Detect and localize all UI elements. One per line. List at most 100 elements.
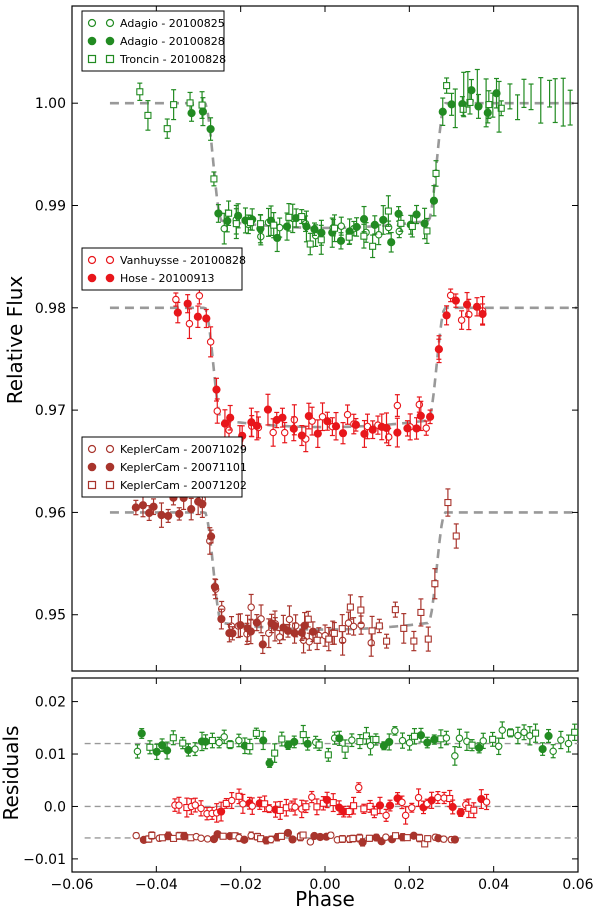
bottom-ytick-label: 0.01 xyxy=(35,747,66,763)
residual-point-1-59-marker xyxy=(482,798,491,806)
point-5-31-marker xyxy=(442,311,451,320)
residual-point-1-50-marker xyxy=(434,793,442,802)
point-5-6-marker xyxy=(226,413,235,422)
residual-point-1-34-marker xyxy=(350,802,358,810)
residual-point-0-25-marker xyxy=(290,737,299,747)
series-8 xyxy=(304,488,460,652)
point-5-25-marker xyxy=(393,428,402,437)
point-1-21-marker xyxy=(370,220,379,229)
point-5-34-marker xyxy=(472,302,482,311)
point-1-2-marker xyxy=(206,124,215,134)
legend-marker xyxy=(87,480,97,490)
point-7-14-marker xyxy=(217,614,226,624)
residual-point-0-52-marker xyxy=(463,737,471,746)
residual-point-1-38-marker xyxy=(370,808,378,816)
top-ytick-label: 0.95 xyxy=(35,608,66,624)
point-7-1-marker xyxy=(138,501,148,510)
residual-point-1-1-marker xyxy=(175,801,183,809)
point-1-29-marker xyxy=(438,107,447,116)
point-5-4-marker xyxy=(212,385,221,394)
point-8-1-marker xyxy=(313,636,321,644)
point-2-1-marker xyxy=(144,111,152,119)
point-8-3-marker xyxy=(330,629,338,637)
point-5-16-marker xyxy=(313,429,322,438)
residual-point-0-66-marker xyxy=(549,747,557,755)
residual-point-1-41-marker xyxy=(385,801,395,810)
residual-point-1-26-marker xyxy=(308,793,316,801)
residual-point-1-23-marker xyxy=(291,803,299,811)
point-2-10-marker xyxy=(257,220,265,228)
residual-point-1-20-marker xyxy=(276,806,284,814)
point-1-22-marker xyxy=(379,215,388,225)
residual-point-0-4-marker xyxy=(158,741,167,750)
top-ytick-label: 0.99 xyxy=(35,199,66,215)
point-7-23-marker xyxy=(270,621,280,631)
point-8-6-marker xyxy=(357,606,365,614)
point-7-11-marker xyxy=(198,499,207,509)
point-5-15-marker xyxy=(304,411,313,421)
legend-box xyxy=(81,10,225,72)
point-7-12-marker xyxy=(206,532,216,541)
point-2-0-marker xyxy=(136,88,144,96)
residual-point-1-52-marker xyxy=(446,794,454,803)
point-5-35-marker xyxy=(478,309,487,319)
point-8-10-marker xyxy=(391,606,399,614)
legend-label: Hose - 20100913 xyxy=(120,272,214,285)
residual-point-0-27-marker xyxy=(303,739,312,748)
legend-box xyxy=(81,247,243,291)
x-tick-label: −0.06 xyxy=(51,877,94,893)
point-5-22-marker xyxy=(368,425,377,434)
residual-point-0-37-marker xyxy=(366,741,375,750)
top-ytick-label: 0.98 xyxy=(35,301,66,317)
residual-point-0-41-marker xyxy=(391,727,399,735)
residual-point-1-36-marker xyxy=(360,805,368,813)
x-tick-label: −0.02 xyxy=(219,877,262,893)
residual-point-0-59-marker xyxy=(506,729,515,737)
residual-point-0-23-marker xyxy=(278,735,286,743)
residual-point-1-43-marker xyxy=(398,798,406,807)
residual-point-1-12-marker xyxy=(235,792,243,800)
residual-point-2-16-marker xyxy=(219,832,227,840)
point-5-21-marker xyxy=(360,429,369,439)
legend-marker xyxy=(87,54,97,64)
point-8-2-marker xyxy=(325,635,333,643)
residual-point-1-25-marker xyxy=(302,803,310,811)
legend-marker xyxy=(87,462,97,472)
residual-series-1 xyxy=(171,782,491,825)
bottom-ytick-label: 0.02 xyxy=(35,695,66,711)
legend-label: Troncin - 20100828 xyxy=(119,53,226,66)
legend-0: Adagio - 20100825 Adagio - 20100828 Tronci… xyxy=(81,10,226,72)
point-1-20-marker xyxy=(359,215,369,224)
point-8-4-marker xyxy=(338,625,346,633)
residual-point-2-52-marker xyxy=(415,834,424,842)
legend-marker xyxy=(87,444,97,454)
top-y-axis-title: Relative Flux xyxy=(3,276,27,405)
residual-point-1-27-marker xyxy=(313,803,321,811)
legends: Adagio - 20100825 Adagio - 20100828 Tronci… xyxy=(81,10,247,498)
residual-point-0-11-marker xyxy=(201,737,210,746)
residual-point-1-15-marker xyxy=(248,802,257,810)
residual-point-2-54-marker xyxy=(424,835,432,843)
point-0-10-marker xyxy=(337,222,346,230)
residual-point-0-69-marker xyxy=(571,728,579,736)
point-7-29-marker xyxy=(308,627,318,636)
point-2-14-marker xyxy=(306,240,314,248)
residual-point-1-39-marker xyxy=(375,801,385,810)
residual-point-2-3-marker xyxy=(148,831,156,840)
point-7-16-marker xyxy=(228,629,237,638)
point-2-20-marker xyxy=(384,207,392,215)
point-1-23-marker xyxy=(387,238,396,247)
residual-point-0-51-marker xyxy=(455,734,464,743)
point-1-32-marker xyxy=(467,86,476,95)
residual-series-2 xyxy=(132,828,460,848)
residual-point-2-57-marker xyxy=(440,835,448,843)
point-4-16-marker xyxy=(343,410,352,419)
residual-point-2-31-marker xyxy=(299,831,307,839)
bottom-ytick-label: 0.0 xyxy=(44,799,66,815)
point-7-26-marker xyxy=(290,629,299,638)
residual-point-0-65-marker xyxy=(544,731,553,741)
point-8-8-marker xyxy=(375,622,383,630)
point-6-7-marker xyxy=(247,603,255,611)
point-5-26-marker xyxy=(403,424,412,433)
